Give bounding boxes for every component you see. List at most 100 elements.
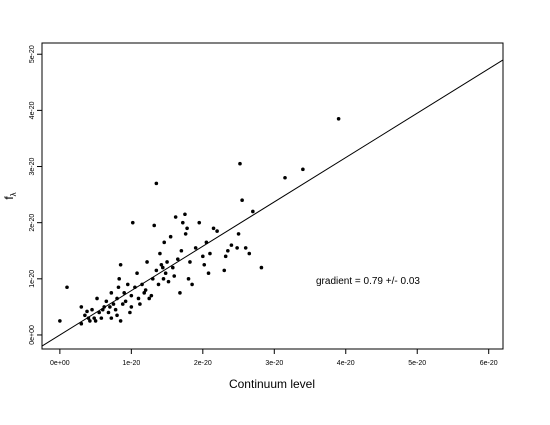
data-point <box>178 291 182 295</box>
data-point <box>193 246 198 250</box>
data-point <box>93 319 98 323</box>
data-point <box>116 285 121 290</box>
data-point <box>143 288 148 292</box>
data-point <box>166 279 171 284</box>
regression-line <box>41 59 504 347</box>
data-point <box>108 305 112 309</box>
data-point <box>136 296 141 301</box>
data-point <box>215 229 219 233</box>
y-axis-title-subscript: λ <box>9 192 18 196</box>
data-point <box>186 277 191 281</box>
data-point <box>158 251 162 256</box>
x-axis-title: Continuum level <box>229 377 315 391</box>
data-point <box>109 291 114 295</box>
data-point <box>223 254 228 259</box>
data-point <box>172 274 177 278</box>
data-point <box>159 262 164 267</box>
y-tick-label: 1e-20 <box>29 270 36 288</box>
data-point <box>154 181 159 186</box>
x-tick-label: 3e-20 <box>265 360 283 367</box>
x-tick-label: 4e-20 <box>337 360 355 367</box>
x-tick-label: 0e+00 <box>50 360 70 367</box>
data-point <box>183 232 188 236</box>
y-tick-label: 3e-20 <box>29 157 36 175</box>
data-point <box>165 260 169 264</box>
data-point <box>99 316 104 320</box>
data-point <box>145 260 149 264</box>
data-point <box>197 220 202 225</box>
data-point <box>92 316 96 320</box>
data-point <box>247 251 252 256</box>
data-point <box>240 198 244 203</box>
data-point <box>115 313 119 318</box>
data-point <box>138 302 142 306</box>
data-point <box>118 262 123 267</box>
data-point <box>162 240 167 245</box>
data-points <box>58 116 341 326</box>
y-tick-label: 4e-20 <box>29 101 36 119</box>
data-point <box>120 302 125 306</box>
data-point <box>160 265 165 270</box>
y-tick-label: 5e-20 <box>29 45 36 63</box>
x-axis: 0e+00 1e-20 2e-20 3e-20 4e-20 5e-20 6e-20 <box>50 349 498 367</box>
data-point <box>79 321 84 326</box>
x-tick-label: 6e-20 <box>480 360 498 367</box>
y-axis-title: fλ <box>2 192 18 199</box>
data-point <box>147 296 152 301</box>
data-point <box>152 223 157 228</box>
y-axis-title-main: f <box>2 196 16 200</box>
x-tick-label: 5e-20 <box>408 360 426 367</box>
data-point <box>125 282 130 287</box>
x-tick-label: 2e-20 <box>194 360 212 367</box>
data-point <box>129 293 134 298</box>
data-point <box>90 307 94 312</box>
data-point <box>135 271 139 276</box>
data-point <box>185 226 189 231</box>
data-point <box>259 265 264 270</box>
data-point <box>243 246 248 250</box>
data-point <box>226 248 230 253</box>
data-point <box>142 291 147 295</box>
data-point <box>179 248 184 253</box>
data-point <box>88 319 92 323</box>
data-point <box>202 262 207 267</box>
data-point <box>118 319 123 323</box>
y-axis-title-text: fλ <box>2 192 18 199</box>
data-point <box>156 282 161 287</box>
data-point <box>95 296 99 301</box>
data-point <box>109 316 114 320</box>
data-point <box>154 268 159 273</box>
y-axis: 0e+00 1e-20 2e-20 3e-20 4e-20 5e-20 <box>29 45 42 345</box>
data-point <box>235 246 239 250</box>
data-point <box>168 234 173 239</box>
data-point <box>83 313 87 318</box>
plot-frame <box>41 42 504 350</box>
data-point <box>129 305 134 309</box>
data-point <box>336 116 341 121</box>
data-point <box>163 271 168 276</box>
data-point <box>181 220 185 225</box>
data-point <box>206 271 211 276</box>
data-point <box>190 282 194 287</box>
data-point <box>201 254 205 259</box>
data-point <box>106 310 111 315</box>
data-point <box>85 309 89 314</box>
data-point <box>238 161 242 166</box>
data-point <box>130 220 135 225</box>
data-point <box>301 167 305 172</box>
y-tick-label: 2e-20 <box>29 214 36 232</box>
data-point <box>188 260 192 264</box>
data-point <box>222 268 227 273</box>
data-point <box>251 209 255 214</box>
data-point <box>173 215 178 219</box>
data-point <box>183 212 187 217</box>
data-point <box>128 310 132 315</box>
data-point <box>122 291 126 295</box>
data-point <box>111 302 116 306</box>
data-point <box>149 293 154 298</box>
data-point <box>65 285 69 290</box>
y-tick-label: 0e+00 <box>29 325 36 345</box>
data-point <box>113 307 118 312</box>
data-point <box>211 226 216 231</box>
